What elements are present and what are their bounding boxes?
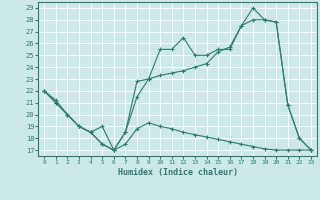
X-axis label: Humidex (Indice chaleur): Humidex (Indice chaleur) [118, 168, 238, 177]
